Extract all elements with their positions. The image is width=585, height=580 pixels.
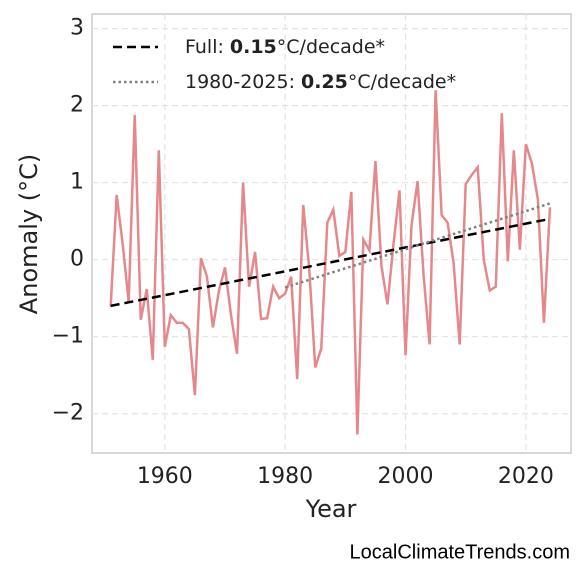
legend-label: 1980-2025: 0.25°C/decade* <box>185 71 456 93</box>
y-axis-label: Anomaly (°C) <box>15 154 43 314</box>
x-tick-label: 2000 <box>378 464 434 489</box>
legend-rate: 0.25 <box>301 71 348 93</box>
legend-suffix: °C/decade* <box>277 36 385 58</box>
y-tick-label: −2 <box>52 401 84 426</box>
legend-prefix: Full: <box>185 36 224 58</box>
y-tick-label: 3 <box>70 16 84 41</box>
legend-label: Full: 0.15°C/decade* <box>185 36 385 58</box>
plot-frame <box>91 13 572 454</box>
x-axis-label: Year <box>305 495 357 523</box>
legend-suffix: °C/decade* <box>348 71 456 93</box>
trend-line <box>110 217 551 308</box>
x-tick-label: 1960 <box>137 464 193 489</box>
x-tick-label: 2020 <box>498 464 554 489</box>
y-tick-label: 2 <box>70 93 84 118</box>
y-tick-label: 0 <box>70 247 84 272</box>
y-tick-label: −1 <box>52 324 84 349</box>
trend-line <box>284 202 551 289</box>
y-tick-label: 1 <box>70 170 84 195</box>
legend-rate: 0.15 <box>230 36 277 58</box>
data-line <box>109 90 552 435</box>
legend-prefix: 1980-2025: <box>185 71 295 93</box>
watermark: LocalClimateTrends.com <box>350 541 570 563</box>
x-tick-label: 1980 <box>257 464 313 489</box>
